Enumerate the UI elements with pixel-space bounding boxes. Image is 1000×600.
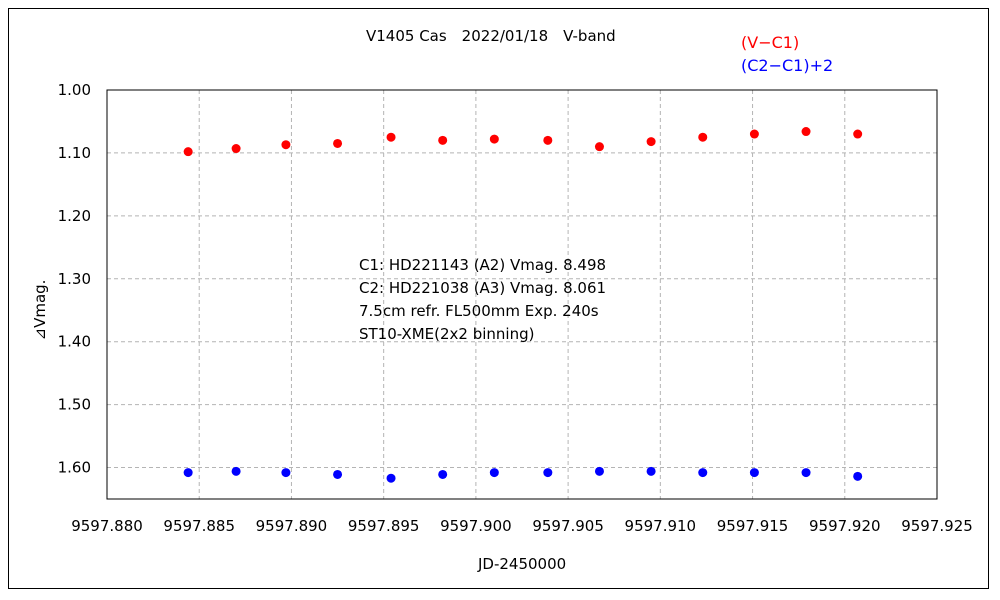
data-point bbox=[801, 127, 811, 137]
annotation-block: C1: HD221143 (A2) Vmag. 8.498 C2: HD2210… bbox=[359, 254, 606, 346]
x-tick-label: 9597.895 bbox=[348, 517, 420, 535]
x-tick-label: 9597.915 bbox=[717, 517, 789, 535]
data-point bbox=[489, 468, 499, 478]
x-axis-label: JD-2450000 bbox=[478, 555, 567, 573]
series-1 bbox=[183, 466, 863, 483]
y-tick-label: 1.40 bbox=[58, 333, 91, 351]
chart-title: V1405 Cas 2022/01/18 V-band bbox=[366, 27, 616, 45]
data-point bbox=[386, 132, 396, 142]
plot-area bbox=[106, 89, 938, 500]
data-point bbox=[543, 468, 553, 478]
chart-frame bbox=[8, 8, 989, 589]
data-point bbox=[333, 469, 343, 479]
data-point bbox=[231, 144, 241, 154]
data-point bbox=[749, 129, 759, 139]
x-tick-label: 9597.920 bbox=[809, 517, 881, 535]
data-point bbox=[594, 466, 604, 476]
data-point bbox=[281, 468, 291, 478]
data-point bbox=[333, 138, 343, 148]
data-point bbox=[281, 140, 291, 150]
y-tick-label: 1.50 bbox=[58, 396, 91, 414]
x-tick-label: 9597.910 bbox=[625, 517, 697, 535]
y-axis-label: ⊿Vmag. bbox=[31, 279, 49, 341]
y-tick-label: 1.20 bbox=[58, 207, 91, 225]
data-point bbox=[646, 137, 656, 147]
y-tick-label: 1.30 bbox=[58, 270, 91, 288]
legend-item-c2-c1: (C2−C1)+2 bbox=[741, 56, 834, 75]
annotation-line-telescope: 7.5cm refr. FL500mm Exp. 240s bbox=[359, 302, 599, 320]
x-tick-label: 9597.905 bbox=[532, 517, 604, 535]
x-tick-label: 9597.885 bbox=[163, 517, 235, 535]
series-0 bbox=[183, 127, 863, 157]
data-point bbox=[698, 468, 708, 478]
data-point bbox=[438, 135, 448, 145]
y-tick-label: 1.10 bbox=[58, 144, 91, 162]
x-tick-label: 9597.925 bbox=[901, 517, 973, 535]
data-point bbox=[594, 142, 604, 152]
data-point bbox=[438, 469, 448, 479]
annotation-line-c1: C1: HD221143 (A2) Vmag. 8.498 bbox=[359, 256, 607, 274]
legend-item-v-c1: (V−C1) bbox=[741, 33, 800, 52]
x-tick-labels: 9597.880 9597.885 9597.890 9597.895 9597.900… bbox=[71, 517, 973, 535]
data-point bbox=[801, 468, 811, 478]
data-point bbox=[853, 129, 863, 139]
x-tick-label: 9597.880 bbox=[71, 517, 143, 535]
data-point bbox=[543, 135, 553, 145]
annotation-line-c2: C2: HD221038 (A3) Vmag. 8.061 bbox=[359, 279, 607, 297]
data-point bbox=[853, 471, 863, 481]
series-layer bbox=[183, 127, 863, 483]
data-point bbox=[183, 468, 193, 478]
legend: (V−C1) (C2−C1)+2 bbox=[741, 31, 833, 77]
data-point bbox=[749, 468, 759, 478]
data-point bbox=[646, 466, 656, 476]
x-tick-label: 9597.900 bbox=[440, 517, 512, 535]
data-point bbox=[698, 132, 708, 142]
y-tick-label: 1.60 bbox=[58, 459, 91, 477]
data-point bbox=[489, 134, 499, 144]
data-point bbox=[231, 466, 241, 476]
x-tick-label: 9597.890 bbox=[256, 517, 328, 535]
grid-layer bbox=[107, 90, 937, 499]
data-point bbox=[183, 147, 193, 157]
data-point bbox=[386, 473, 396, 483]
y-tick-labels: 1.00 1.10 1.20 1.30 1.40 1.50 1.60 bbox=[58, 81, 91, 477]
y-tick-label: 1.00 bbox=[58, 81, 91, 99]
annotation-line-camera: ST10-XME(2x2 binning) bbox=[359, 325, 535, 343]
